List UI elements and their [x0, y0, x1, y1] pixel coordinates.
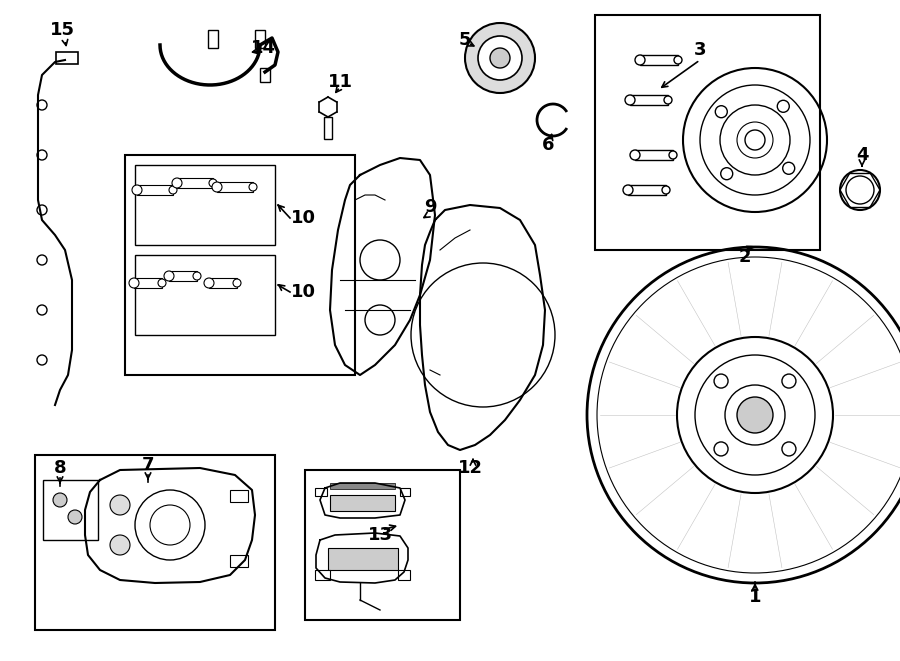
- Circle shape: [37, 150, 47, 160]
- Circle shape: [490, 48, 510, 68]
- Text: 8: 8: [54, 459, 67, 477]
- Bar: [315, 570, 330, 580]
- Bar: [640, 55, 678, 65]
- Circle shape: [840, 170, 880, 210]
- Bar: [328, 548, 398, 570]
- Circle shape: [625, 95, 635, 105]
- Circle shape: [129, 278, 139, 288]
- Bar: [315, 488, 327, 496]
- Bar: [56, 52, 78, 64]
- Circle shape: [53, 493, 67, 507]
- Circle shape: [37, 255, 47, 265]
- Bar: [208, 30, 218, 48]
- Text: 11: 11: [328, 73, 353, 91]
- Bar: [260, 68, 270, 82]
- Bar: [398, 570, 410, 580]
- Text: 2: 2: [739, 248, 752, 266]
- Text: 3: 3: [694, 41, 706, 59]
- Circle shape: [623, 185, 633, 195]
- Bar: [177, 178, 213, 188]
- Circle shape: [204, 278, 214, 288]
- Circle shape: [478, 36, 522, 80]
- Text: 9: 9: [424, 198, 436, 216]
- Bar: [230, 490, 248, 502]
- Circle shape: [37, 355, 47, 365]
- Text: 10: 10: [291, 283, 316, 301]
- Bar: [135, 255, 275, 335]
- Circle shape: [37, 305, 47, 315]
- Text: 15: 15: [50, 21, 75, 39]
- Circle shape: [164, 271, 174, 281]
- Circle shape: [132, 185, 142, 195]
- Bar: [134, 278, 162, 288]
- Bar: [628, 185, 666, 195]
- Circle shape: [745, 130, 765, 150]
- Text: 13: 13: [367, 526, 392, 544]
- Circle shape: [674, 56, 682, 64]
- Bar: [595, 15, 820, 250]
- Circle shape: [233, 279, 241, 287]
- Circle shape: [158, 279, 166, 287]
- Bar: [135, 165, 275, 245]
- Bar: [630, 95, 668, 105]
- Circle shape: [662, 186, 670, 194]
- Text: 14: 14: [250, 39, 275, 57]
- Text: 4: 4: [856, 146, 868, 164]
- Text: 1: 1: [749, 588, 761, 606]
- Bar: [400, 488, 410, 496]
- Text: 5: 5: [459, 31, 472, 49]
- Circle shape: [669, 151, 677, 159]
- Bar: [217, 182, 253, 192]
- Circle shape: [193, 272, 201, 280]
- Bar: [169, 271, 197, 281]
- Circle shape: [249, 183, 257, 191]
- Circle shape: [68, 510, 82, 524]
- Circle shape: [110, 535, 130, 555]
- Circle shape: [209, 179, 217, 187]
- Bar: [35, 455, 275, 630]
- Bar: [635, 150, 673, 160]
- Circle shape: [110, 495, 130, 515]
- Circle shape: [664, 96, 672, 104]
- Circle shape: [37, 205, 47, 215]
- Text: 6: 6: [542, 136, 554, 154]
- Circle shape: [630, 150, 640, 160]
- Bar: [209, 278, 237, 288]
- Circle shape: [465, 23, 535, 93]
- Bar: [255, 30, 265, 48]
- Circle shape: [169, 186, 177, 194]
- Bar: [43, 480, 98, 540]
- Text: 12: 12: [457, 459, 482, 477]
- Text: 10: 10: [291, 209, 316, 227]
- Circle shape: [737, 397, 773, 433]
- Bar: [230, 555, 248, 567]
- Text: 7: 7: [142, 456, 154, 474]
- Bar: [324, 117, 332, 139]
- Bar: [125, 155, 355, 375]
- Circle shape: [635, 55, 645, 65]
- Bar: [330, 495, 395, 511]
- Bar: [137, 185, 173, 195]
- Circle shape: [37, 100, 47, 110]
- Circle shape: [212, 182, 222, 192]
- Circle shape: [172, 178, 182, 188]
- Bar: [305, 470, 460, 620]
- Bar: [330, 483, 395, 489]
